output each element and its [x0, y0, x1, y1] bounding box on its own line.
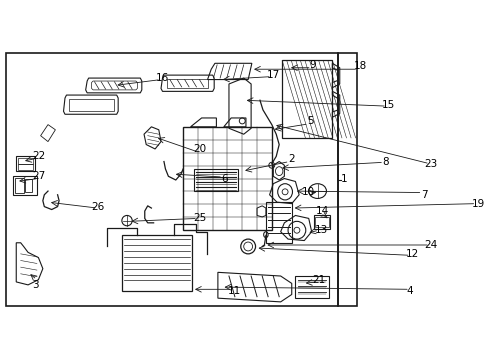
Text: 7: 7: [420, 190, 427, 200]
Bar: [183, 127, 271, 230]
Text: 9: 9: [309, 60, 316, 70]
Text: 4: 4: [406, 286, 412, 296]
Bar: [18, 164, 33, 170]
Text: 1: 1: [340, 174, 347, 184]
Text: 14: 14: [315, 206, 328, 216]
Text: 17: 17: [266, 70, 279, 80]
Text: 24: 24: [424, 240, 437, 250]
Text: 8: 8: [382, 157, 388, 167]
Bar: [193, 169, 237, 191]
Text: 19: 19: [471, 199, 484, 209]
Bar: [265, 202, 291, 243]
Bar: [282, 60, 332, 138]
Bar: [18, 158, 33, 164]
Text: 15: 15: [381, 100, 394, 110]
Text: 27: 27: [32, 171, 45, 181]
Text: 20: 20: [192, 144, 205, 154]
Bar: [338, 53, 357, 306]
Text: 10: 10: [302, 187, 315, 197]
Bar: [25, 179, 32, 192]
Text: 18: 18: [353, 61, 366, 71]
Text: 25: 25: [192, 213, 205, 224]
Text: 5: 5: [306, 116, 313, 126]
Text: 3: 3: [32, 280, 39, 290]
Bar: [16, 156, 35, 171]
Text: 12: 12: [405, 249, 418, 259]
Text: 16: 16: [156, 73, 169, 83]
Text: 11: 11: [228, 286, 241, 296]
Bar: [313, 215, 329, 229]
Text: 22: 22: [32, 151, 45, 161]
Bar: [315, 217, 328, 227]
Bar: [15, 178, 23, 193]
Text: 13: 13: [314, 225, 327, 235]
Text: 6: 6: [221, 174, 227, 184]
Text: 21: 21: [312, 275, 325, 285]
Bar: [13, 176, 37, 195]
Text: 23: 23: [424, 159, 437, 169]
Bar: [295, 276, 328, 298]
Bar: [122, 235, 192, 291]
Text: 26: 26: [91, 202, 104, 212]
Text: 2: 2: [288, 154, 294, 164]
